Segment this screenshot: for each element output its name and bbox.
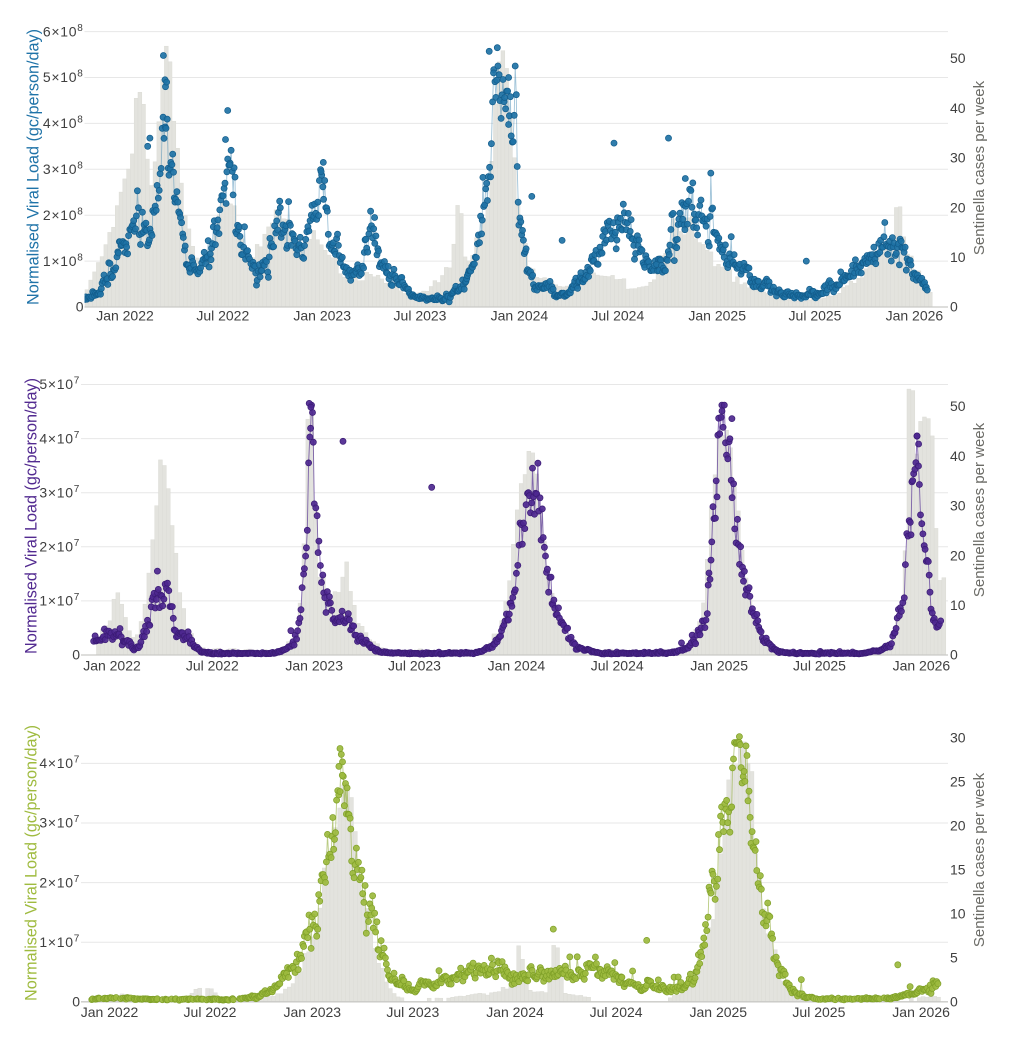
svg-text:0: 0 xyxy=(72,994,80,1010)
svg-text:Jul 2023: Jul 2023 xyxy=(386,1004,439,1020)
svg-text:3×107: 3×107 xyxy=(39,814,80,831)
svg-text:20: 20 xyxy=(950,199,966,215)
svg-text:Jan 2022: Jan 2022 xyxy=(81,1004,139,1020)
svg-text:Normalised Viral Load (gc/pers: Normalised Viral Load (gc/person/day) xyxy=(23,378,41,654)
svg-text:3×108: 3×108 xyxy=(43,161,84,178)
svg-text:Jan 2023: Jan 2023 xyxy=(293,308,351,324)
svg-text:50: 50 xyxy=(950,50,966,66)
svg-text:Jan 2024: Jan 2024 xyxy=(488,658,546,674)
svg-text:Jan 2025: Jan 2025 xyxy=(690,658,748,674)
svg-text:Jul 2024: Jul 2024 xyxy=(591,658,644,674)
svg-text:1×107: 1×107 xyxy=(39,933,80,950)
svg-text:40: 40 xyxy=(950,100,966,116)
svg-text:Jul 2025: Jul 2025 xyxy=(789,308,842,324)
svg-text:Jan 2026: Jan 2026 xyxy=(886,308,944,324)
svg-text:4×108: 4×108 xyxy=(43,115,84,132)
svg-text:5×108: 5×108 xyxy=(43,69,84,86)
svg-text:5: 5 xyxy=(950,950,958,966)
svg-text:Jan 2025: Jan 2025 xyxy=(688,308,746,324)
svg-text:Jul 2025: Jul 2025 xyxy=(793,658,846,674)
svg-text:1×107: 1×107 xyxy=(39,592,80,609)
svg-text:Jan 2025: Jan 2025 xyxy=(689,1004,747,1020)
svg-text:30: 30 xyxy=(950,150,966,166)
svg-text:10: 10 xyxy=(950,597,966,613)
svg-text:Normalised Viral Load (gc/pers: Normalised Viral Load (gc/person/day) xyxy=(23,725,41,1001)
svg-text:10: 10 xyxy=(950,249,966,265)
svg-text:10: 10 xyxy=(950,906,966,922)
svg-text:50: 50 xyxy=(950,398,966,414)
svg-text:Jul 2023: Jul 2023 xyxy=(394,308,447,324)
svg-text:2×107: 2×107 xyxy=(39,538,80,555)
svg-text:2×108: 2×108 xyxy=(43,206,84,223)
svg-text:2×107: 2×107 xyxy=(39,874,80,891)
svg-text:Jan 2022: Jan 2022 xyxy=(96,308,154,324)
svg-text:Jan 2026: Jan 2026 xyxy=(893,658,951,674)
svg-text:5×107: 5×107 xyxy=(39,376,80,393)
svg-text:3×107: 3×107 xyxy=(39,484,80,501)
svg-text:Sentinella cases per week: Sentinella cases per week xyxy=(971,80,988,255)
svg-text:Jan 2024: Jan 2024 xyxy=(491,308,549,324)
svg-text:Normalised Viral Load (gc/pers: Normalised Viral Load (gc/person/day) xyxy=(25,29,43,305)
svg-text:30: 30 xyxy=(950,498,966,514)
svg-text:Jan 2023: Jan 2023 xyxy=(283,1004,341,1020)
svg-text:0: 0 xyxy=(76,299,84,315)
svg-text:0: 0 xyxy=(950,994,958,1010)
svg-text:Jul 2025: Jul 2025 xyxy=(792,1004,845,1020)
svg-text:Jan 2026: Jan 2026 xyxy=(892,1004,950,1020)
svg-text:30: 30 xyxy=(950,730,966,746)
svg-text:25: 25 xyxy=(950,774,966,790)
svg-text:Jul 2024: Jul 2024 xyxy=(590,1004,643,1020)
svg-text:Jul 2022: Jul 2022 xyxy=(184,1004,237,1020)
svg-text:20: 20 xyxy=(950,818,966,834)
svg-text:Jan 2024: Jan 2024 xyxy=(486,1004,544,1020)
svg-text:20: 20 xyxy=(950,547,966,563)
svg-text:Jan 2023: Jan 2023 xyxy=(285,658,343,674)
svg-text:15: 15 xyxy=(950,862,966,878)
svg-text:Jul 2023: Jul 2023 xyxy=(388,658,441,674)
svg-text:Jul 2024: Jul 2024 xyxy=(591,308,644,324)
svg-text:Jul 2022: Jul 2022 xyxy=(196,308,249,324)
svg-text:1×108: 1×108 xyxy=(43,252,84,269)
svg-text:Sentinella cases per week: Sentinella cases per week xyxy=(971,772,988,947)
svg-text:6×108: 6×108 xyxy=(43,23,84,40)
svg-text:0: 0 xyxy=(950,299,958,315)
svg-text:0: 0 xyxy=(950,647,958,663)
svg-text:4×107: 4×107 xyxy=(39,755,80,772)
svg-text:4×107: 4×107 xyxy=(39,430,80,447)
svg-text:Sentinella cases per week: Sentinella cases per week xyxy=(971,422,988,597)
svg-text:Jul 2022: Jul 2022 xyxy=(186,658,239,674)
svg-text:Jan 2022: Jan 2022 xyxy=(83,658,141,674)
svg-text:0: 0 xyxy=(72,647,80,663)
svg-text:40: 40 xyxy=(950,448,966,464)
